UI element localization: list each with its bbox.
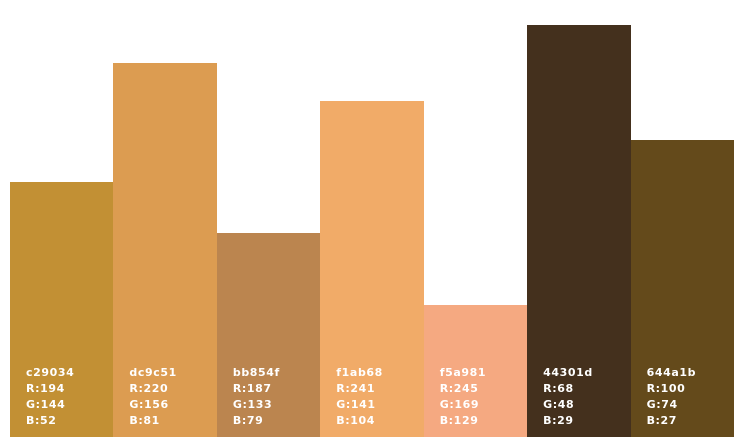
swatch-red-value: R:187 — [232, 382, 272, 395]
swatch-hex-code: dc9c51 — [129, 366, 177, 379]
swatch-hex-code: bb854f — [232, 366, 280, 379]
swatch-red-value: R:241 — [336, 382, 376, 395]
swatch-red-value: R:68 — [543, 382, 574, 395]
swatch-green-value: G:144 — [26, 398, 66, 411]
swatch-label: 644a1b R:100 G:74 B:27 — [647, 365, 697, 429]
swatch-label: bb854f R:187 G:133 B:79 — [233, 365, 280, 429]
swatch-c29034: c29034 R:194 G:144 B:52 — [10, 182, 115, 437]
swatch-green-value: G:169 — [439, 398, 480, 411]
swatch-blue-value: B:52 — [26, 414, 57, 427]
swatch-red-value: R:220 — [129, 382, 169, 395]
swatch-hex-code: f5a981 — [439, 366, 487, 379]
swatch-f5a981: f5a981 R:245 G:169 B:129 — [423, 305, 528, 437]
swatch-hex-code: f1ab68 — [336, 366, 383, 379]
swatch-label: c29034 R:194 G:144 B:52 — [26, 365, 74, 429]
swatch-bb854f: bb854f R:187 G:133 B:79 — [216, 233, 321, 437]
swatch-hex-code: 644a1b — [646, 366, 697, 379]
swatch-green-value: G:74 — [646, 398, 678, 411]
swatch-blue-value: B:29 — [543, 414, 574, 427]
swatch-green-value: G:133 — [232, 398, 273, 411]
swatch-blue-value: B:81 — [129, 414, 160, 427]
swatch-dc9c51: dc9c51 R:220 G:156 B:81 — [113, 63, 218, 437]
swatch-label: dc9c51 R:220 G:156 B:81 — [129, 365, 176, 429]
swatch-red-value: R:194 — [26, 382, 65, 395]
swatch-red-value: R:100 — [646, 382, 686, 395]
swatch-green-value: G:48 — [543, 398, 575, 411]
swatch-blue-value: B:79 — [232, 414, 264, 427]
swatch-644a1b: 644a1b R:100 G:74 B:27 — [630, 139, 734, 437]
swatch-blue-value: B:27 — [646, 414, 678, 427]
swatch-red-value: R:245 — [439, 382, 479, 395]
swatch-label: f5a981 R:245 G:169 B:129 — [440, 365, 486, 429]
swatch-blue-value: B:104 — [336, 414, 376, 427]
swatch-green-value: G:156 — [129, 398, 169, 411]
swatch-label: 44301d R:68 G:48 B:29 — [543, 365, 593, 429]
swatch-blue-value: B:129 — [439, 414, 479, 427]
swatch-label: f1ab68 R:241 G:141 B:104 — [336, 365, 383, 429]
swatch-hex-code: 44301d — [543, 366, 593, 379]
swatch-green-value: G:141 — [336, 398, 376, 411]
swatch-f1ab68: f1ab68 R:241 G:141 B:104 — [320, 101, 425, 437]
swatch-44301d: 44301d R:68 G:48 B:29 — [527, 24, 632, 437]
swatch-hex-code: c29034 — [26, 366, 75, 379]
color-palette: c29034 R:194 G:144 B:52 dc9c51 R:220 G:156 B:81… — [10, 0, 734, 437]
